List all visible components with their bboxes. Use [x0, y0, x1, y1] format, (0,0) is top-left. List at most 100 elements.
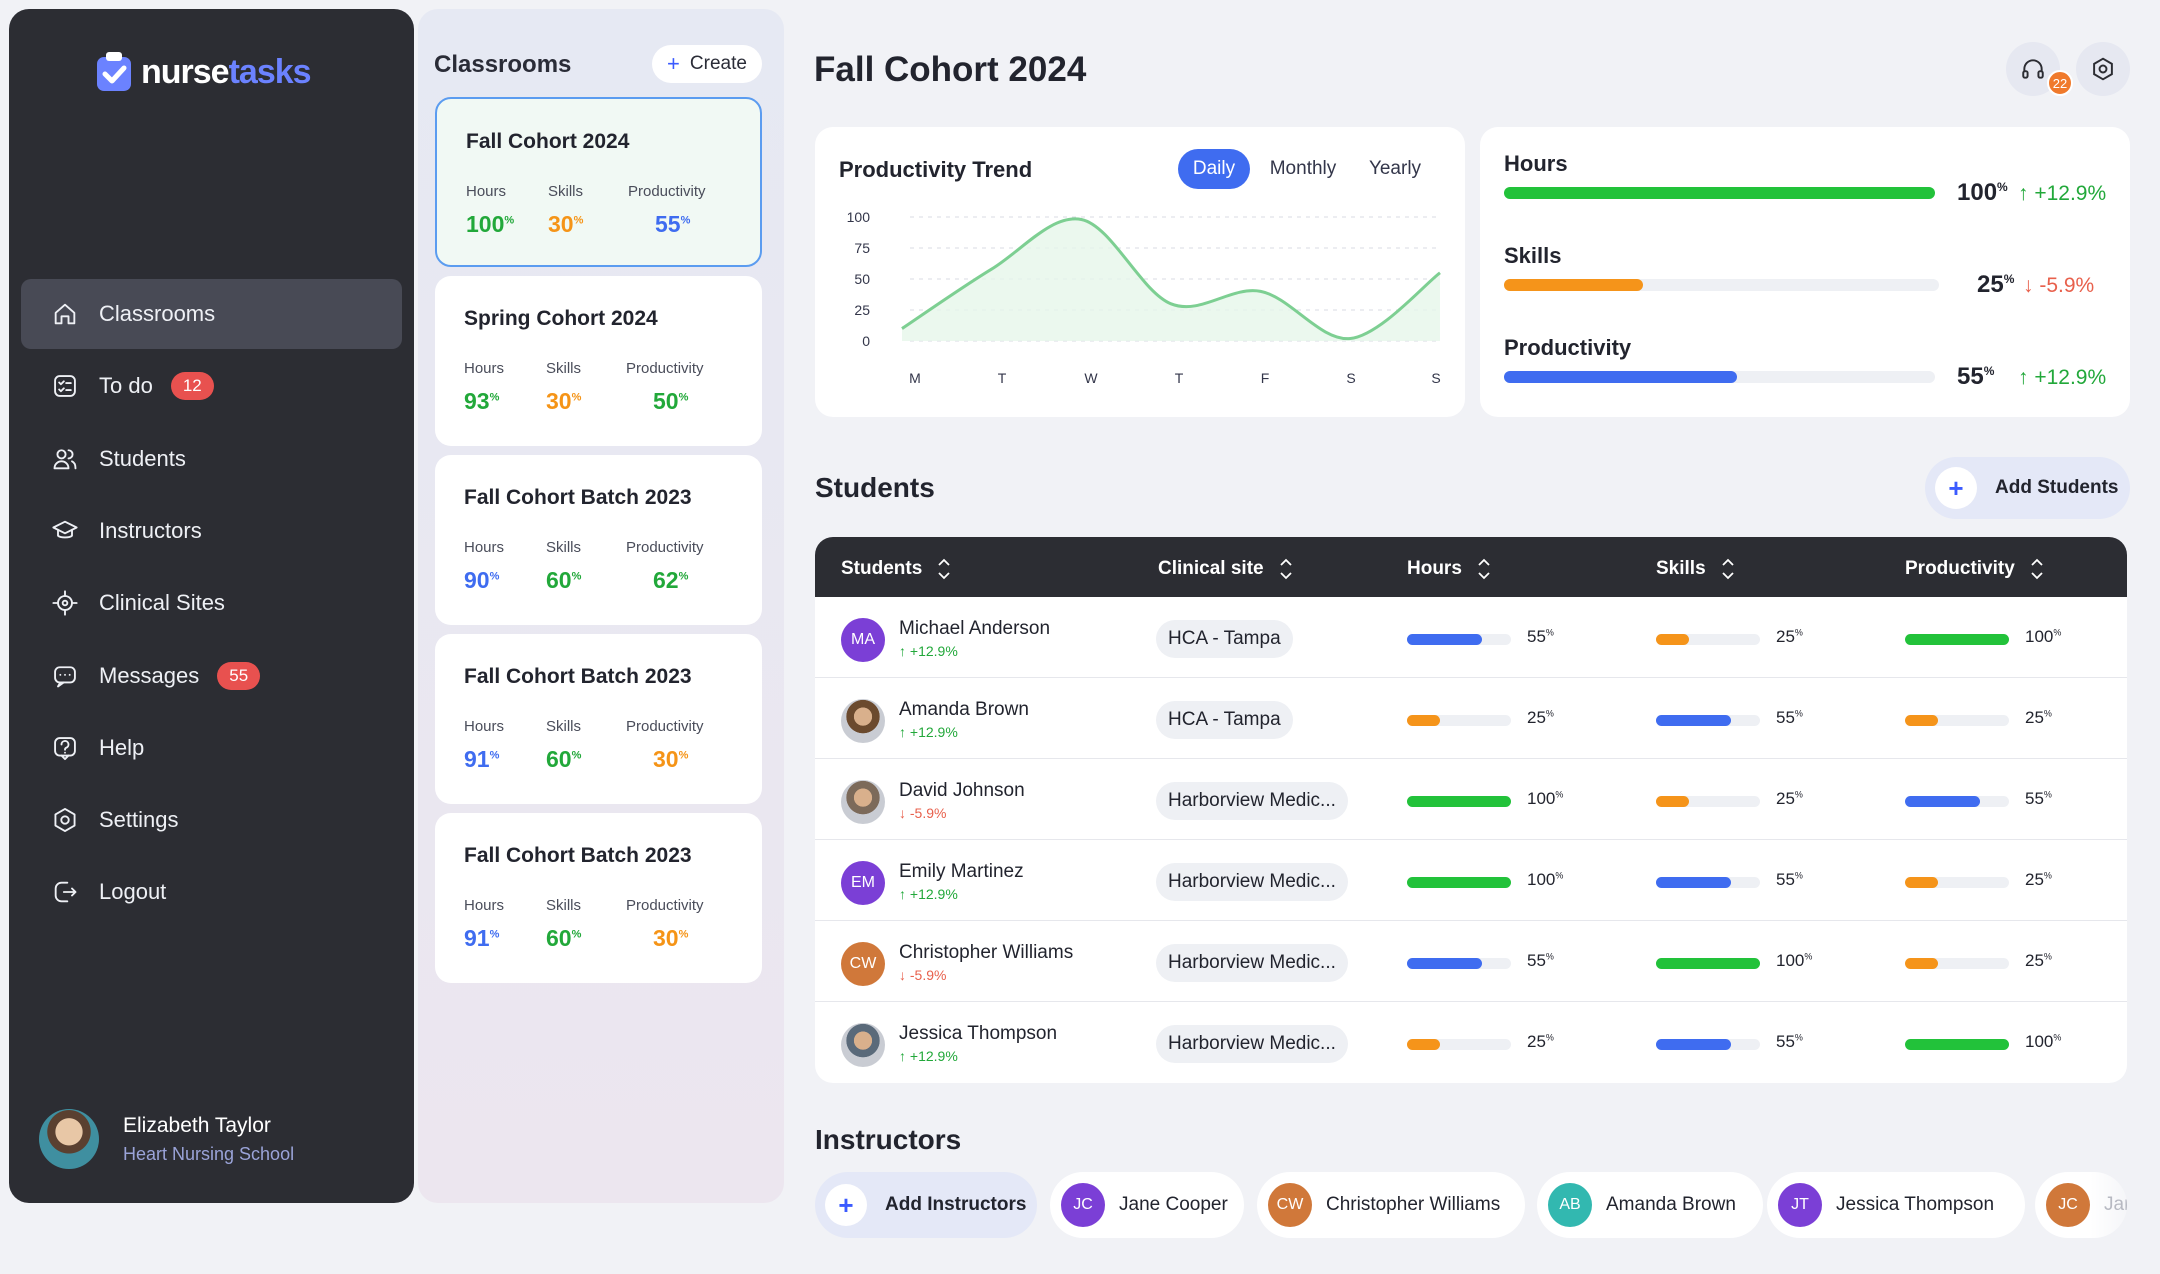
sidebar-item-instructors[interactable]: Instructors — [21, 496, 402, 566]
classroom-card[interactable]: Fall Cohort Batch 2023 Hours Skills Product… — [435, 813, 762, 983]
help-icon — [54, 736, 76, 760]
instructor-name: Jane Cooper — [1119, 1194, 1228, 1215]
productivity-value: 25% — [2025, 708, 2052, 727]
logo-text: nursetasks — [141, 52, 312, 91]
student-change: ↑ +12.9% — [899, 1048, 958, 1064]
hours-bar — [1407, 958, 1511, 969]
instructor-chip[interactable]: JC Jane Cooper — [2035, 1172, 2127, 1238]
tab-monthly[interactable]: Monthly — [1269, 158, 1337, 179]
clinical-site-chip: HCA - Tampa — [1156, 701, 1293, 739]
user-profile[interactable]: Elizabeth Taylor Heart Nursing School — [39, 1109, 294, 1169]
create-button[interactable]: + Create — [652, 45, 762, 83]
x-tick-label: T — [1175, 370, 1184, 386]
clinical-site-chip: Harborview Medic... — [1156, 782, 1348, 820]
avatar — [841, 1023, 885, 1067]
sidebar-item-logout[interactable]: Logout — [21, 857, 402, 927]
support-button[interactable]: 22 — [2006, 42, 2073, 96]
col-productivity[interactable]: Productivity — [1905, 556, 2045, 582]
student-name: David Johnson — [899, 780, 1025, 801]
tab-daily[interactable]: Daily — [1178, 149, 1250, 189]
y-tick-label: 75 — [854, 240, 870, 256]
productivity-bar — [1905, 1039, 2009, 1050]
productivity-bar — [1905, 634, 2009, 645]
classroom-card[interactable]: Fall Cohort Batch 2023 Hours Skills Product… — [435, 634, 762, 804]
sidebar-item-students[interactable]: Students — [21, 424, 402, 494]
col-skills[interactable]: Skills — [1656, 556, 1736, 582]
sidebar-item-settings[interactable]: Settings — [21, 785, 402, 855]
hours-value: 100% — [1527, 870, 1564, 889]
sidebar-item-classrooms[interactable]: Classrooms — [21, 279, 402, 349]
sidebar-item-label: Messages — [99, 662, 200, 688]
clinical-site-chip: Harborview Medic... — [1156, 863, 1348, 901]
tab-yearly[interactable]: Yearly — [1368, 158, 1422, 179]
location-target-icon — [52, 590, 78, 616]
skills-bar — [1656, 715, 1760, 726]
sidebar-item-clinical-sites[interactable]: Clinical Sites — [21, 568, 402, 638]
metric-track-hours — [1504, 187, 1935, 199]
hours-label: Hours — [466, 183, 507, 200]
count-badge: 55 — [217, 661, 261, 690]
skills-bar — [1656, 634, 1760, 645]
y-tick-label: 25 — [854, 302, 870, 318]
table-row[interactable]: EM Emily Martinez ↑ +12.9% Harborview Medic… — [815, 840, 2127, 921]
trend-chart: 100 75 50 25 0 M T W T F S S — [847, 209, 1441, 386]
app-logo[interactable]: nursetasks — [95, 51, 312, 93]
arrow-up-icon: ↑ — [899, 643, 906, 659]
productivity-bar-fill — [1905, 1039, 2009, 1050]
classrooms-title: Classrooms — [434, 51, 572, 78]
skills-bar-fill — [1656, 877, 1731, 888]
col-clinical-site[interactable]: Clinical site — [1158, 556, 1294, 582]
hours-value: 93% — [464, 388, 500, 414]
hours-label: Hours — [464, 539, 505, 556]
hours-value: 100% — [466, 211, 515, 237]
classroom-name: Fall Cohort Batch 2023 — [464, 844, 692, 867]
add-students-button[interactable]: + Add Students — [1925, 457, 2130, 519]
avatar: JC — [2046, 1183, 2090, 1227]
sidebar-item-label: Students — [99, 445, 186, 471]
skills-bar-fill — [1656, 634, 1689, 645]
productivity-bar-fill — [1905, 715, 1938, 726]
student-name: Michael Anderson — [899, 618, 1051, 639]
y-tick-label: 0 — [862, 333, 870, 349]
avatar: JC — [1061, 1183, 1105, 1227]
metric-label-hours: Hours — [1504, 151, 1568, 176]
classroom-card[interactable]: Spring Cohort 2024 Hours Skills Productivit… — [435, 276, 762, 446]
skills-value: 25% — [1776, 789, 1803, 808]
table-row[interactable]: Jessica Thompson ↑ +12.9% Harborview Medic… — [815, 1002, 2127, 1083]
user-school: Heart Nursing School — [123, 1143, 295, 1164]
sidebar-item-messages[interactable]: Messages 55 — [21, 641, 402, 711]
productivity-value: 25% — [2025, 951, 2052, 970]
instructor-chip[interactable]: JC Jane Cooper — [1050, 1172, 1244, 1238]
productivity-bar — [1905, 715, 2009, 726]
avatar: AB — [1548, 1183, 1592, 1227]
instructor-name: Amanda Brown — [1606, 1194, 1736, 1215]
sidebar-item-to-do[interactable]: To do 12 — [21, 351, 402, 421]
settings-button[interactable] — [2076, 42, 2130, 96]
col-hours[interactable]: Hours — [1407, 556, 1492, 582]
graduation-cap-icon — [52, 520, 78, 539]
instructor-chip[interactable]: CW Christopher Williams — [1257, 1172, 1525, 1238]
table-row[interactable]: CW Christopher Williams ↓ -5.9% Harborview … — [815, 921, 2127, 1002]
arrow-down-icon: ↓ — [899, 805, 906, 821]
instructor-chip[interactable]: JT Jessica Thompson — [1767, 1172, 2025, 1238]
instructor-chip[interactable]: AB Amanda Brown — [1537, 1172, 1763, 1238]
sort-icon — [938, 558, 950, 580]
col-students[interactable]: Students — [841, 556, 952, 582]
hours-label: Hours — [464, 718, 505, 735]
chat-icon — [54, 665, 76, 687]
classroom-card[interactable]: Fall Cohort Batch 2023 Hours Skills Product… — [435, 455, 762, 625]
plus-icon: + — [1935, 467, 1977, 509]
table-row[interactable]: David Johnson ↓ -5.9% Harborview Medic... 1… — [815, 759, 2127, 840]
skills-label: Skills — [546, 718, 582, 735]
productivity-trend-card: Productivity Trend Daily Monthly Yearly … — [815, 127, 1465, 417]
skills-value: 60% — [546, 925, 582, 951]
hours-value: 55% — [1527, 951, 1554, 970]
sidebar-item-help[interactable]: Help — [21, 713, 402, 783]
table-row[interactable]: MA Michael Anderson ↑ +12.9% HCA - Tampa 55%… — [815, 597, 2127, 678]
classroom-card[interactable]: Fall Cohort 2024 Hours Skills Productivity 1… — [435, 97, 762, 267]
skills-label: Skills — [546, 360, 582, 377]
add-instructors-button[interactable]: + Add Instructors — [815, 1172, 1037, 1238]
skills-label: Skills — [548, 183, 584, 200]
skills-value: 55% — [1776, 870, 1803, 889]
table-row[interactable]: Amanda Brown ↑ +12.9% HCA - Tampa 25% 55% 25% — [815, 678, 2127, 759]
